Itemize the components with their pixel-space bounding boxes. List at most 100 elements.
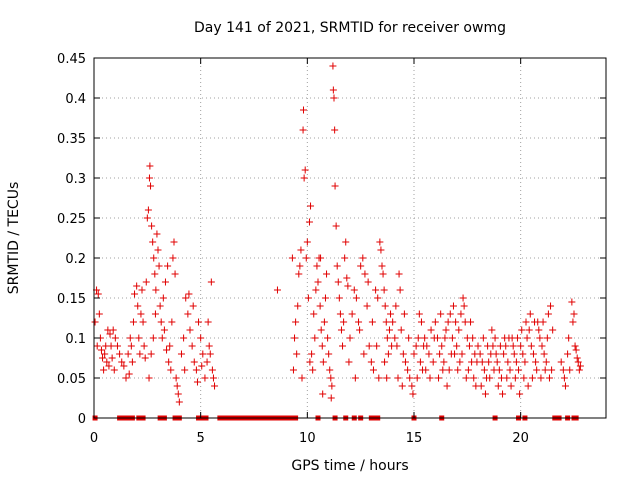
data-point <box>177 350 185 358</box>
data-point <box>184 310 192 318</box>
data-point <box>565 334 573 342</box>
data-point <box>547 302 555 310</box>
data-point <box>156 302 164 310</box>
data-point <box>541 366 549 374</box>
plot-frame <box>93 57 607 419</box>
data-point <box>182 294 190 302</box>
data-point <box>350 286 358 294</box>
data-point <box>159 294 167 302</box>
data-point <box>491 334 499 342</box>
data-point <box>134 302 142 310</box>
data-point <box>363 302 371 310</box>
data-point <box>412 342 420 350</box>
y-tick-label: 0.2 <box>65 252 86 267</box>
data-point <box>321 294 329 302</box>
data-point <box>420 342 428 350</box>
data-point <box>173 382 181 390</box>
data-point <box>329 62 337 70</box>
data-point <box>190 358 198 366</box>
data-point <box>331 126 339 134</box>
data-point <box>438 342 446 350</box>
data-point <box>510 350 518 358</box>
data-point <box>538 342 546 350</box>
data-point <box>333 262 341 270</box>
data-point <box>325 350 333 358</box>
data-point <box>365 342 373 350</box>
data-point <box>490 366 498 374</box>
data-point <box>154 246 162 254</box>
data-point <box>323 270 331 278</box>
data-point <box>197 334 205 342</box>
data-point <box>113 342 121 350</box>
data-point <box>361 270 369 278</box>
data-point <box>143 214 151 222</box>
data-point <box>380 286 388 294</box>
data-point <box>317 254 325 262</box>
data-point <box>188 342 196 350</box>
data-point <box>481 390 489 398</box>
data-point <box>494 382 502 390</box>
data-point <box>206 350 214 358</box>
data-point <box>351 374 359 382</box>
data-point <box>453 342 461 350</box>
data-point <box>181 366 189 374</box>
data-point <box>299 106 307 114</box>
data-point <box>193 378 201 386</box>
data-point <box>151 310 159 318</box>
data-point <box>393 342 401 350</box>
data-point <box>313 262 321 270</box>
data-point <box>452 318 460 326</box>
data-point <box>359 254 367 262</box>
data-point <box>152 286 160 294</box>
data-point <box>319 358 327 366</box>
data-point <box>523 334 531 342</box>
data-points <box>91 62 584 421</box>
data-point <box>436 350 444 358</box>
data-point <box>327 394 335 402</box>
data-point <box>149 334 157 342</box>
data-point <box>479 334 487 342</box>
axes: 0 0.05 0.1 0.15 0.2 0.25 0.3 0.35 0.4 0.45 0 5 10 15 2… <box>57 52 606 446</box>
data-point <box>292 318 300 326</box>
x-tick-label: 20 <box>512 431 529 446</box>
data-point <box>328 382 336 390</box>
data-point <box>340 318 348 326</box>
data-point <box>384 350 392 358</box>
data-point <box>543 334 551 342</box>
data-point <box>440 358 448 366</box>
data-point <box>160 326 168 334</box>
data-point <box>120 362 128 370</box>
data-point <box>415 310 423 318</box>
data-point <box>146 162 154 170</box>
data-point <box>157 318 165 326</box>
data-point <box>201 374 209 382</box>
data-point <box>364 278 372 286</box>
data-point <box>138 286 146 294</box>
data-point <box>397 326 405 334</box>
data-point <box>303 238 311 246</box>
data-point <box>168 318 176 326</box>
data-point <box>310 310 318 318</box>
y-axis-label: SRMTID / TECUs <box>6 182 22 295</box>
data-point <box>294 302 302 310</box>
data-point <box>526 310 534 318</box>
data-point <box>151 270 159 278</box>
data-point <box>140 342 148 350</box>
grid <box>94 58 606 418</box>
data-point <box>467 318 475 326</box>
data-point <box>108 354 116 362</box>
data-point <box>454 366 462 374</box>
data-point <box>476 350 484 358</box>
data-point <box>295 270 303 278</box>
data-point <box>398 382 406 390</box>
data-point <box>369 366 377 374</box>
data-point <box>368 318 376 326</box>
data-point <box>329 86 337 94</box>
data-point <box>355 318 363 326</box>
data-point <box>343 274 351 282</box>
data-point <box>496 342 504 350</box>
data-point <box>273 286 281 294</box>
data-point <box>144 206 152 214</box>
data-point <box>422 366 430 374</box>
